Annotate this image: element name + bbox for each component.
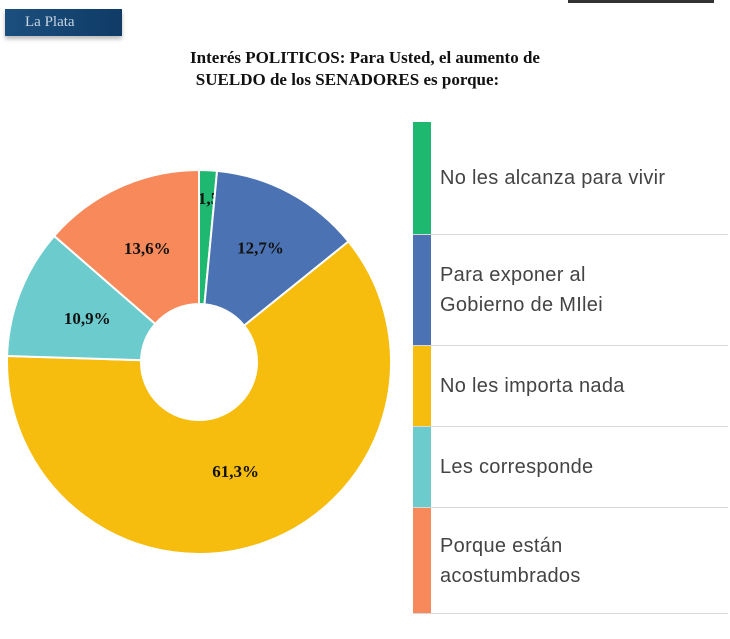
donut-chart: 1,5%12,7%61,3%10,9%13,6%: [6, 168, 392, 555]
data-label: 12,7%: [237, 238, 284, 257]
legend-item: Para exponer al Gobierno de MIlei: [413, 235, 728, 346]
legend-item: No les alcanza para vivir: [413, 122, 728, 235]
data-label: 13,6%: [124, 239, 171, 258]
slice-4: [52, 168, 200, 326]
legend-item: No les importa nada: [413, 346, 728, 427]
top-bar: [568, 0, 714, 3]
legend-item: Porque están acostumbrados: [413, 508, 728, 614]
legend-swatch: [413, 508, 431, 613]
legend-label: No les importa nada: [440, 375, 625, 397]
title-line-2: SUELDO de los SENADORES es porque:: [195, 70, 500, 89]
slice-3: [6, 234, 157, 362]
legend-label: Porque están acostumbrados: [440, 534, 581, 587]
legend-item: Les corresponde: [413, 427, 728, 508]
legend-label: Les corresponde: [440, 456, 594, 478]
chart-title: Interés POLITICOS: Para Usted, el aument…: [100, 47, 630, 91]
slice-2: [6, 240, 392, 555]
legend-label: No les alcanza para vivir: [440, 167, 666, 189]
data-label: 61,3%: [212, 462, 259, 481]
data-label: 10,9%: [64, 309, 111, 328]
legend-swatch: [413, 235, 431, 345]
slice-1: [203, 169, 350, 327]
title-line-1: Interés POLITICOS: Para Usted, el aument…: [190, 48, 540, 67]
legend-swatch: [413, 346, 431, 426]
location-badge: La Plata: [5, 9, 122, 36]
legend-label: Para exponer al Gobierno de MIlei: [440, 264, 603, 316]
legend-swatch: [413, 427, 431, 507]
legend: No les alcanza para vivir Para exponer al…: [413, 122, 728, 614]
legend-swatch: [413, 122, 431, 234]
